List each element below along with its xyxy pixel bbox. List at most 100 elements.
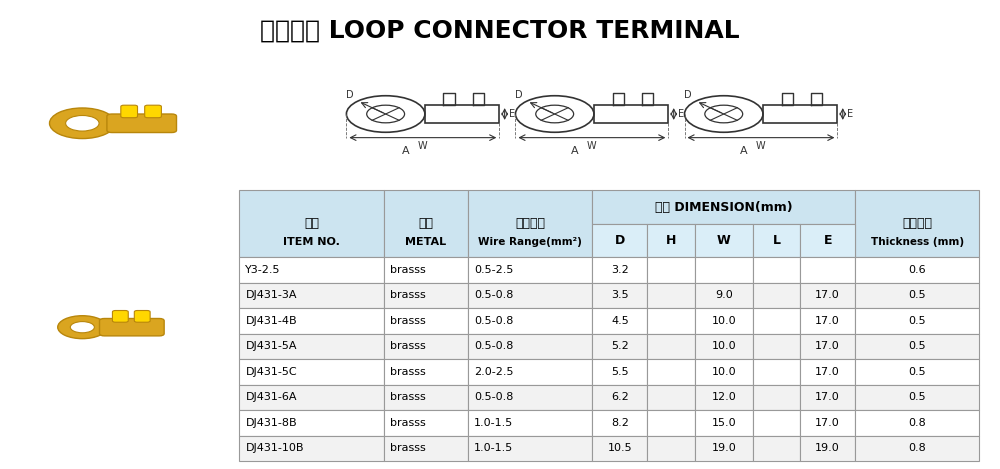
Bar xyxy=(239,308,384,333)
Bar xyxy=(695,359,753,385)
Text: 10.5: 10.5 xyxy=(608,443,632,454)
Text: 0.5: 0.5 xyxy=(908,341,926,351)
Text: 6.2: 6.2 xyxy=(611,393,629,402)
Bar xyxy=(592,224,647,257)
Text: 2.0-2.5: 2.0-2.5 xyxy=(474,367,514,377)
Bar xyxy=(468,385,592,410)
Bar xyxy=(592,410,647,436)
Text: brasss: brasss xyxy=(390,418,425,428)
Bar xyxy=(647,224,695,257)
Text: W: W xyxy=(756,142,766,151)
Text: 17.0: 17.0 xyxy=(815,290,840,301)
Text: Thickness (mm): Thickness (mm) xyxy=(871,237,964,247)
Text: 适用电线: 适用电线 xyxy=(515,217,545,230)
Text: 0.5-0.8: 0.5-0.8 xyxy=(474,290,514,301)
Text: 0.5: 0.5 xyxy=(908,290,926,301)
Bar xyxy=(855,410,979,436)
Bar xyxy=(753,333,800,359)
Text: 10.0: 10.0 xyxy=(711,341,736,351)
Bar xyxy=(695,436,753,461)
Bar xyxy=(800,436,855,461)
Text: 0.6: 0.6 xyxy=(908,265,926,275)
Text: W: W xyxy=(717,234,731,247)
Bar xyxy=(855,385,979,410)
Text: 0.5: 0.5 xyxy=(908,367,926,377)
Text: brasss: brasss xyxy=(390,443,425,454)
Bar xyxy=(800,224,855,257)
Bar xyxy=(695,224,753,257)
Bar xyxy=(592,190,855,224)
Bar xyxy=(239,283,384,308)
Bar xyxy=(647,410,695,436)
Bar xyxy=(647,308,695,333)
Text: 0.5-2.5: 0.5-2.5 xyxy=(474,265,514,275)
Bar xyxy=(239,385,384,410)
Text: DJ431-6A: DJ431-6A xyxy=(245,393,297,402)
Bar xyxy=(855,359,979,385)
Text: 0.5: 0.5 xyxy=(908,393,926,402)
Bar xyxy=(592,333,647,359)
Text: 9.0: 9.0 xyxy=(715,290,733,301)
Text: 4.5: 4.5 xyxy=(611,316,629,326)
Bar xyxy=(753,436,800,461)
Bar xyxy=(239,333,384,359)
Bar xyxy=(855,308,979,333)
Text: ITEM NO.: ITEM NO. xyxy=(283,237,340,247)
FancyBboxPatch shape xyxy=(121,105,138,118)
Text: A: A xyxy=(402,146,410,157)
Text: 17.0: 17.0 xyxy=(815,341,840,351)
Bar xyxy=(239,257,384,283)
Bar xyxy=(592,359,647,385)
Bar xyxy=(800,257,855,283)
Circle shape xyxy=(58,316,107,339)
Bar xyxy=(695,308,753,333)
Text: E: E xyxy=(823,234,832,247)
Text: H: H xyxy=(666,234,676,247)
Text: 型号: 型号 xyxy=(304,217,319,230)
Text: 0.5: 0.5 xyxy=(908,316,926,326)
Bar xyxy=(695,410,753,436)
Text: 5.5: 5.5 xyxy=(611,367,629,377)
Bar xyxy=(468,333,592,359)
Text: DJ431-10B: DJ431-10B xyxy=(245,443,304,454)
Bar xyxy=(592,308,647,333)
Text: W: W xyxy=(418,142,428,151)
Bar xyxy=(753,308,800,333)
Bar xyxy=(800,385,855,410)
Bar xyxy=(753,283,800,308)
Bar xyxy=(800,308,855,333)
Bar xyxy=(592,385,647,410)
Bar xyxy=(800,359,855,385)
Bar xyxy=(384,283,468,308)
Bar xyxy=(384,436,468,461)
Text: Y3-2.5: Y3-2.5 xyxy=(245,265,281,275)
Text: brasss: brasss xyxy=(390,316,425,326)
Text: L: L xyxy=(772,234,780,247)
Bar xyxy=(695,333,753,359)
Bar xyxy=(239,436,384,461)
Bar xyxy=(647,283,695,308)
Text: 12.0: 12.0 xyxy=(711,393,736,402)
Bar xyxy=(239,359,384,385)
Text: 10.0: 10.0 xyxy=(711,316,736,326)
Text: 孔式系列 LOOP CONNECTOR TERMINAL: 孔式系列 LOOP CONNECTOR TERMINAL xyxy=(260,19,740,43)
Bar xyxy=(855,333,979,359)
Text: D: D xyxy=(515,90,523,99)
Text: 0.8: 0.8 xyxy=(908,443,926,454)
Text: brasss: brasss xyxy=(390,341,425,351)
Bar xyxy=(384,385,468,410)
Text: A: A xyxy=(571,146,579,157)
Text: 19.0: 19.0 xyxy=(711,443,736,454)
Text: E: E xyxy=(847,109,853,119)
Bar xyxy=(239,190,384,257)
Text: 材料厚度: 材料厚度 xyxy=(902,217,932,230)
Text: A: A xyxy=(740,146,748,157)
Bar xyxy=(384,257,468,283)
Text: brasss: brasss xyxy=(390,393,425,402)
Bar xyxy=(695,385,753,410)
Bar xyxy=(468,257,592,283)
Bar xyxy=(647,436,695,461)
Bar xyxy=(695,283,753,308)
Bar xyxy=(753,257,800,283)
Text: W: W xyxy=(587,142,597,151)
